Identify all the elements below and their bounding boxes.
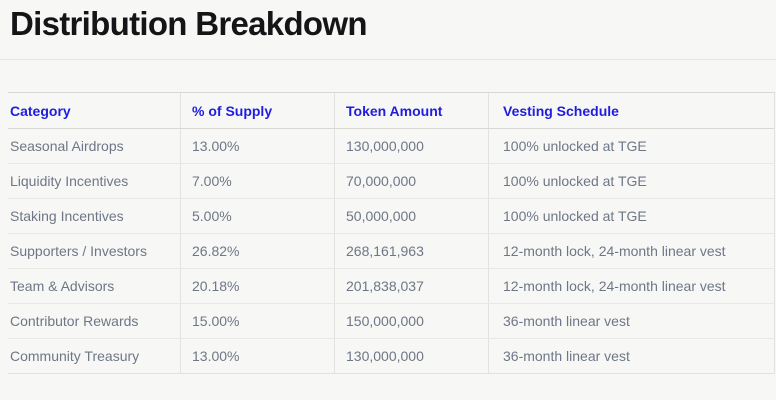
cell-token-amount: 268,161,963 — [334, 234, 488, 268]
table-row: Liquidity Incentives 7.00% 70,000,000 100% … — [8, 164, 774, 199]
title-divider — [0, 59, 776, 60]
cell-vesting: 36-month linear vest — [488, 339, 774, 373]
cell-token-amount: 201,838,037 — [334, 269, 488, 303]
cell-token-amount: 130,000,000 — [334, 339, 488, 373]
cell-category: Seasonal Airdrops — [10, 138, 124, 154]
cell-supply-pct: 7.00% — [180, 164, 334, 198]
table-row: Supporters / Investors 26.82% 268,161,963 1… — [8, 234, 774, 269]
cell-supply-pct: 15.00% — [180, 304, 334, 338]
cell-vesting: 12-month lock, 24-month linear vest — [488, 234, 774, 268]
cell-category: Liquidity Incentives — [10, 173, 129, 189]
table-row: Contributor Rewards 15.00% 150,000,000 36-m… — [8, 304, 774, 339]
header-cell-category: Category — [10, 102, 71, 119]
cell-vesting: 100% unlocked at TGE — [488, 199, 774, 233]
page-title: Distribution Breakdown — [10, 5, 367, 42]
cell-category: Community Treasury — [10, 348, 140, 364]
cell-token-amount: 70,000,000 — [334, 164, 488, 198]
cell-category: Contributor Rewards — [10, 313, 139, 329]
table-body: Seasonal Airdrops 13.00% 130,000,000 100% u… — [8, 129, 774, 374]
header-cell-supply-pct: % of Supply — [180, 93, 334, 128]
cell-supply-pct: 26.82% — [180, 234, 334, 268]
cell-category: Staking Incentives — [10, 208, 124, 224]
header-cell-vesting-schedule: Vesting Schedule — [488, 93, 774, 128]
cell-token-amount: 130,000,000 — [334, 129, 488, 163]
table-row: Team & Advisors 20.18% 201,838,037 12-month… — [8, 269, 774, 304]
table-row: Seasonal Airdrops 13.00% 130,000,000 100% u… — [8, 129, 774, 164]
cell-category: Supporters / Investors — [10, 243, 147, 259]
cell-vesting: 12-month lock, 24-month linear vest — [488, 269, 774, 303]
cell-supply-pct: 13.00% — [180, 339, 334, 373]
cell-supply-pct: 5.00% — [180, 199, 334, 233]
table-row: Community Treasury 13.00% 130,000,000 36-mo… — [8, 339, 774, 374]
cell-vesting: 100% unlocked at TGE — [488, 129, 774, 163]
cell-supply-pct: 20.18% — [180, 269, 334, 303]
distribution-table: Category % of Supply Token Amount Vestin… — [8, 92, 775, 374]
cell-vesting: 36-month linear vest — [488, 304, 774, 338]
cell-token-amount: 50,000,000 — [334, 199, 488, 233]
cell-token-amount: 150,000,000 — [334, 304, 488, 338]
table-header-row: Category % of Supply Token Amount Vestin… — [8, 93, 774, 129]
cell-category: Team & Advisors — [10, 278, 115, 294]
header-cell-token-amount: Token Amount — [334, 93, 488, 128]
cell-vesting: 100% unlocked at TGE — [488, 164, 774, 198]
table-row: Staking Incentives 5.00% 50,000,000 100% un… — [8, 199, 774, 234]
cell-supply-pct: 13.00% — [180, 129, 334, 163]
